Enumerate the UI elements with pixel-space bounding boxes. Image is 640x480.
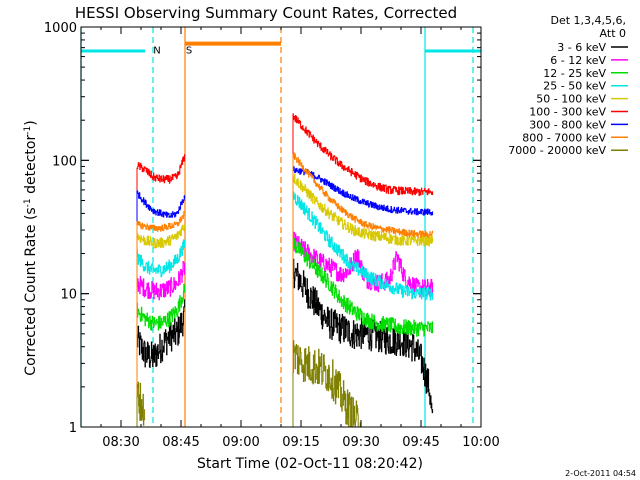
legend-entry-label: 7000 - 20000 keV [508,144,606,157]
series-line [136,283,186,427]
series-line [136,261,186,427]
series-line [136,154,186,427]
series-line [292,152,434,427]
series-25-50-kev [136,191,434,427]
series-line [136,211,186,427]
series-line [292,166,434,427]
series-line [136,299,186,427]
y-tick-label: 1000 [44,21,77,36]
series-line [292,113,434,427]
legend-entry-label: 800 - 7000 keV [522,131,606,144]
y-tick-label: 100 [52,154,77,169]
series-line [136,224,186,427]
series-line [136,190,186,427]
series-300-800-kev [136,166,434,427]
series-3-6-kev [136,258,434,427]
series-50-100-kev [136,173,434,427]
y-axis-label: Corrected Count Rate (s-1 detector-1) [23,120,39,375]
x-tick-label: 10:00 [462,435,499,450]
series-line [292,340,362,428]
x-tick-label: 09:00 [222,435,259,450]
legend-entry-label: 300 - 800 keV [529,118,606,131]
axes-layer: 08:30 08:45 09:00 09:15 09:30 09:45 10:00 1 10 10… [44,21,500,450]
series-layer [136,113,434,428]
series-line [292,238,434,427]
legend-header: Att 0 [600,27,626,40]
series-line [292,191,434,427]
x-tick-label: 08:30 [102,435,139,450]
x-tick-label: 09:30 [342,435,379,450]
series-line [136,239,186,427]
y-tick-label: 1 [69,421,77,436]
series-line [292,173,434,427]
legend-entry-label: 50 - 100 keV [536,93,606,106]
x-tick-label: 09:45 [402,435,439,450]
flag-label: S [186,46,192,57]
series-12-25-kev [136,238,434,427]
series-line [136,381,146,427]
series-line [292,258,434,427]
legend-entry-label: 12 - 25 keV [543,67,606,80]
generated-timestamp: 2-Oct-2011 04:54 [565,469,636,478]
chart-title: HESSI Observing Summary Count Rates, Cor… [75,4,457,22]
y-tick-label: 10 [60,288,77,303]
legend-entry-label: 25 - 50 keV [543,80,606,93]
legend-entry-label: 6 - 12 keV [550,54,606,67]
series-800-7000-kev [136,152,434,427]
x-tick-label: 08:45 [162,435,199,450]
legend-header: Det 1,3,4,5,6, [550,14,626,27]
legend-entry-label: 100 - 300 keV [529,106,606,119]
x-tick-label: 09:15 [282,435,319,450]
flag-label: N [153,46,160,57]
x-axis-label: Start Time (02-Oct-11 08:20:42) [197,456,423,472]
series-100-300-kev [136,113,434,427]
legend-entry-label: 3 - 6 keV [557,41,606,54]
series-7000-20000-kev [136,340,362,428]
